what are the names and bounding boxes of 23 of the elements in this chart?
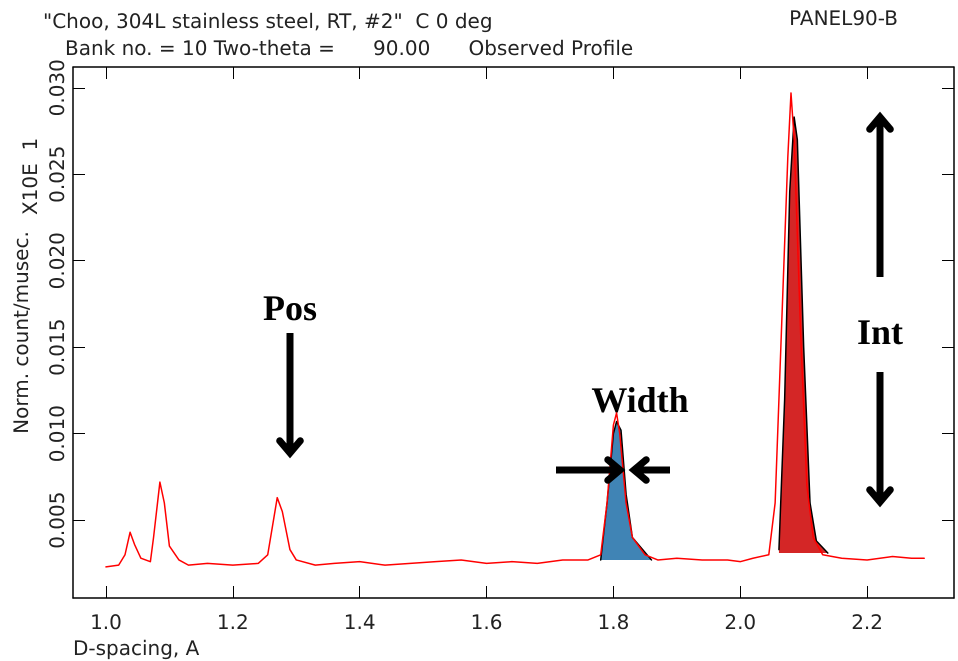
y-tick-label: 0.015: [45, 318, 69, 376]
annotation: Int: [856, 312, 904, 352]
x-tick-label: 1.8: [597, 610, 630, 634]
text: PANEL90-B: [789, 6, 898, 30]
x-tick-label: 2.0: [724, 610, 756, 634]
x-axis-title: D-spacing, A: [73, 636, 200, 660]
text: X10E 1: [18, 138, 42, 215]
x-tick-label: 1.2: [216, 610, 249, 634]
y-tick-label: 0.025: [45, 146, 69, 203]
y-tick-label: 0.030: [45, 59, 69, 116]
chart-title: "Choo, 304L stainless steel, RT, #2" C 0 deg: [43, 9, 493, 33]
annotation: Pos: [263, 288, 317, 328]
y-tick-label: 0.005: [45, 492, 69, 549]
y-tick-label: 0.020: [45, 232, 69, 290]
x-tick-label: 2.2: [851, 610, 884, 634]
y-axis-title: Norm. count/musec.: [9, 231, 33, 434]
x-tick-label: 1.6: [470, 610, 502, 634]
chart-subtitle: Bank no. = 10 Two-theta = 90.00 Observed Profile: [65, 36, 634, 60]
line-series: [105, 92, 925, 568]
x-tick-label: 1.4: [344, 610, 376, 634]
annotation: Width: [591, 380, 689, 420]
x-tick-label: 1.0: [90, 610, 122, 634]
y-tick-label: 0.010: [45, 405, 69, 462]
